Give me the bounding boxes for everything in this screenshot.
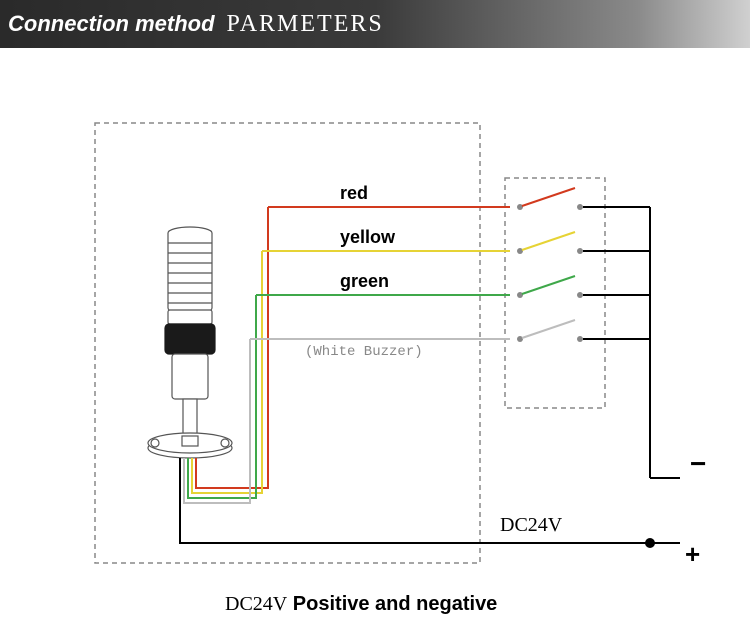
label-white-buzzer: (White Buzzer) xyxy=(305,344,423,360)
switch-yellow xyxy=(517,232,583,254)
label-green: green xyxy=(340,271,389,292)
tower-light-icon xyxy=(148,227,232,458)
header-bar: Connection method PARMETERS xyxy=(0,0,750,48)
label-yellow: yellow xyxy=(340,227,395,248)
switch-green xyxy=(517,276,583,298)
switch-red xyxy=(517,188,583,210)
pos-symbol: + xyxy=(685,539,700,569)
caption: DC24V Positive and negative xyxy=(225,593,497,616)
neg-symbol: − xyxy=(690,448,706,479)
diagram-canvas: − + red yellow green (White Buzzer) DC24… xyxy=(0,48,750,640)
header-title-thin: PARMETERS xyxy=(227,11,384,38)
outer-dashed-box xyxy=(95,123,480,563)
caption-prefix: DC24V xyxy=(225,593,287,615)
caption-bold: Positive and negative xyxy=(293,593,498,615)
switch-white xyxy=(517,320,583,342)
switches xyxy=(517,188,583,342)
dc24v-label: DC24V xyxy=(500,514,562,537)
label-red: red xyxy=(340,183,368,204)
header-title-bold: Connection method xyxy=(8,11,215,37)
